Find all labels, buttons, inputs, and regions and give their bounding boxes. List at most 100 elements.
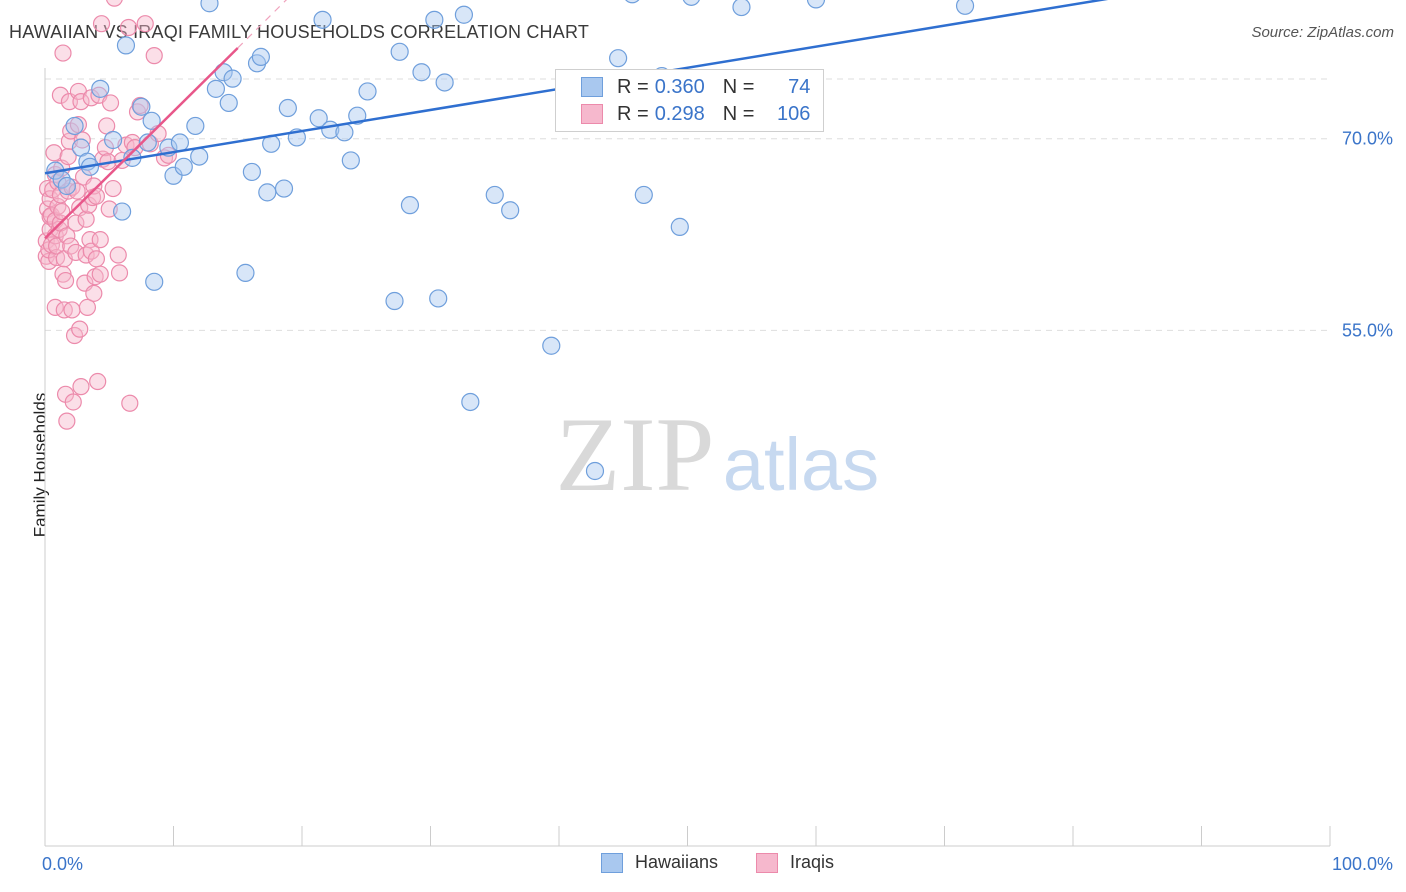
hawaiian-point: [341, 151, 360, 170]
n-value: 106: [777, 102, 811, 125]
x-tick-label-max: 100.0%: [1332, 854, 1393, 874]
bottom-legend-hawaiians: Hawaiians: [601, 852, 718, 873]
hawaiian-point: [57, 176, 76, 196]
hawaiian-point: [501, 201, 520, 220]
hawaiian-point: [309, 109, 328, 128]
stats-legend: R = 0.360 N = 74 R = 0.298 N = 106: [555, 69, 824, 132]
r-label: R =: [617, 102, 649, 125]
hawaiian-point: [190, 147, 209, 166]
hawaiian-point: [223, 69, 242, 88]
hawaiian-point: [542, 336, 561, 355]
iraqi-point: [63, 301, 81, 319]
hawaiian-point: [585, 461, 605, 481]
hawaiian-point: [174, 157, 193, 176]
hawaiian-point: [219, 93, 238, 113]
hawaiian-point: [634, 185, 653, 205]
iraqi-point: [77, 210, 95, 228]
iraqis-label: Iraqis: [790, 852, 835, 872]
hawaiian-point: [682, 0, 700, 6]
hawaiian-point: [116, 36, 136, 55]
tick-labels: 55.0%70.0%85.0%100.0%0.0%100.0%: [42, 129, 1393, 874]
iraqi-point: [104, 179, 122, 198]
y-tick-label: 70.0%: [1342, 129, 1393, 149]
hawaiian-point: [258, 183, 277, 202]
hawaiian-point: [385, 291, 404, 311]
trend-lines: [44, 0, 1109, 240]
legend-row-iraqis: R = 0.298 N = 106: [581, 102, 810, 126]
iraqi-point: [136, 15, 154, 33]
hawaiian-point: [200, 0, 219, 13]
n-label: N =: [722, 102, 755, 125]
iraqi-point: [53, 202, 71, 221]
hawaiian-point: [461, 392, 480, 412]
bottom-legend-iraqis: Iraqis: [756, 852, 834, 873]
iraqi-point: [51, 86, 70, 104]
iraqi-point: [71, 320, 89, 338]
hawaiian-point: [955, 0, 975, 15]
hawaiian-point: [186, 116, 205, 136]
iraqi-point: [54, 44, 72, 62]
iraqi-point: [96, 139, 114, 157]
hawaiian-point: [435, 73, 454, 92]
axes: [44, 68, 1331, 847]
hawaiian-point: [278, 98, 297, 118]
hawaiian-point: [145, 272, 164, 291]
legend-row-hawaiians: R = 0.360 N = 74: [581, 75, 810, 99]
iraqi-point: [145, 47, 163, 65]
y-tick-label: 55.0%: [1342, 320, 1393, 340]
hawaiian-point: [400, 196, 420, 215]
iraqi-point: [56, 271, 75, 290]
iraqi-point: [87, 250, 106, 268]
n-value: 74: [788, 75, 811, 98]
hawaiian-point: [236, 263, 255, 282]
chart-title: HAWAIIAN VS IRAQI FAMILY HOUSEHOLDS CORR…: [9, 22, 590, 42]
hawaiian-point: [170, 133, 190, 152]
hawaiian-point: [132, 97, 151, 116]
iraqi-point: [106, 0, 123, 7]
hawaiian-point: [348, 106, 367, 125]
watermark-zip: ZIP: [556, 396, 715, 513]
iraqi-point: [64, 393, 82, 411]
hawaiian-point: [251, 47, 270, 67]
hawaiian-point: [274, 179, 294, 198]
iraqi-point: [72, 378, 90, 396]
r-label: R =: [617, 75, 649, 98]
hawaiian-point: [164, 166, 183, 185]
iraqi-point: [109, 246, 127, 264]
hawaiian-point: [104, 130, 123, 150]
iraqis-trend-extension: [237, 0, 288, 49]
source-credit: Source: ZipAtlas.com: [1251, 24, 1394, 41]
iraqi-point: [78, 298, 97, 316]
iraqi-point: [85, 284, 103, 302]
hawaiian-point: [670, 217, 689, 236]
hawaiian-point: [390, 42, 409, 61]
iraqis-swatch: [581, 104, 603, 124]
r-value: 0.360: [654, 75, 705, 98]
n-label: N =: [722, 75, 755, 98]
iraqi-point: [89, 372, 107, 391]
hawaiian-point: [609, 49, 628, 68]
watermark-atlas: atlas: [723, 423, 879, 506]
x-tick-label-min: 0.0%: [42, 854, 83, 874]
r-value: 0.298: [654, 102, 705, 125]
hawaiian-point: [313, 10, 332, 29]
iraqi-point: [45, 144, 63, 162]
hawaiian-point: [412, 63, 431, 82]
iraqi-point: [85, 177, 103, 195]
iraqi-point: [101, 94, 120, 112]
hawaiian-point: [138, 133, 157, 152]
hawaiian-point: [214, 63, 233, 82]
hawaiian-point: [112, 202, 132, 221]
hawaiian-point: [429, 289, 448, 308]
hawaiians-trend-line: [44, 0, 1109, 175]
hawaiian-point: [142, 111, 161, 130]
hawaiian-point: [454, 5, 474, 24]
hawaiian-point: [485, 185, 504, 205]
iraqi-point: [72, 93, 90, 111]
iraqi-points: [37, 0, 177, 430]
iraqi-point: [91, 265, 109, 283]
watermark: ZIP atlas: [556, 396, 880, 513]
iraqi-point: [131, 96, 149, 115]
hawaiian-point: [625, 0, 640, 4]
